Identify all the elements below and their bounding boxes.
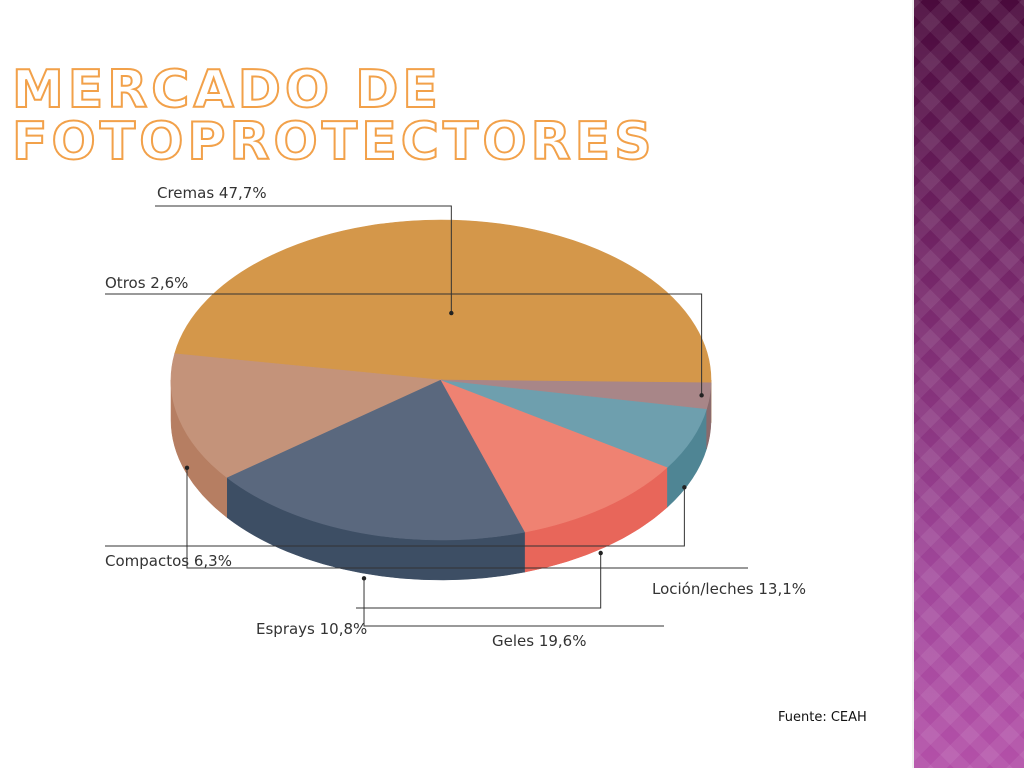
pie-slice-locion-leches [170,353,443,479]
data-label-esprays: Esprays 10,8% [256,620,367,638]
data-label-otros: Otros 2,6% [105,274,188,292]
callout-line-compactos [105,487,685,547]
callout-line-locion-leches [186,467,748,569]
callout-line-otros [105,293,703,396]
callout-line-cremas [155,205,452,314]
callout-dot-compactos [682,485,687,490]
data-label-cremas: Cremas 47,7% [157,184,267,202]
callout-dot-locion-leches [184,465,190,471]
data-label-geles: Geles 19,6% [492,632,586,650]
callout-dot-cremas [449,310,454,316]
data-label-locion-leches: Loción/leches 13,1% [652,580,806,598]
callout-line-esprays [356,553,602,609]
callout-dot-esprays [598,550,603,556]
slide-title: MERCADO DE FOTOPROTECTORES [11,60,656,172]
callout-dot-geles [361,576,367,581]
pie-slice-geles [226,379,526,541]
pie-chart: Cremas 47,7% Loción/leches 13,1% Geles 19,… [105,184,806,650]
callout-line-geles [363,578,664,627]
source-note: Fuente: CEAH [778,710,867,725]
pie-slice-esprays [440,379,668,533]
decorative-side-band [912,0,1024,768]
pie-slice-otros [440,379,712,410]
callout-dot-otros [699,393,704,398]
pie-slice-cremas [174,219,712,384]
data-label-compactos: Compactos 6,3% [105,552,232,570]
